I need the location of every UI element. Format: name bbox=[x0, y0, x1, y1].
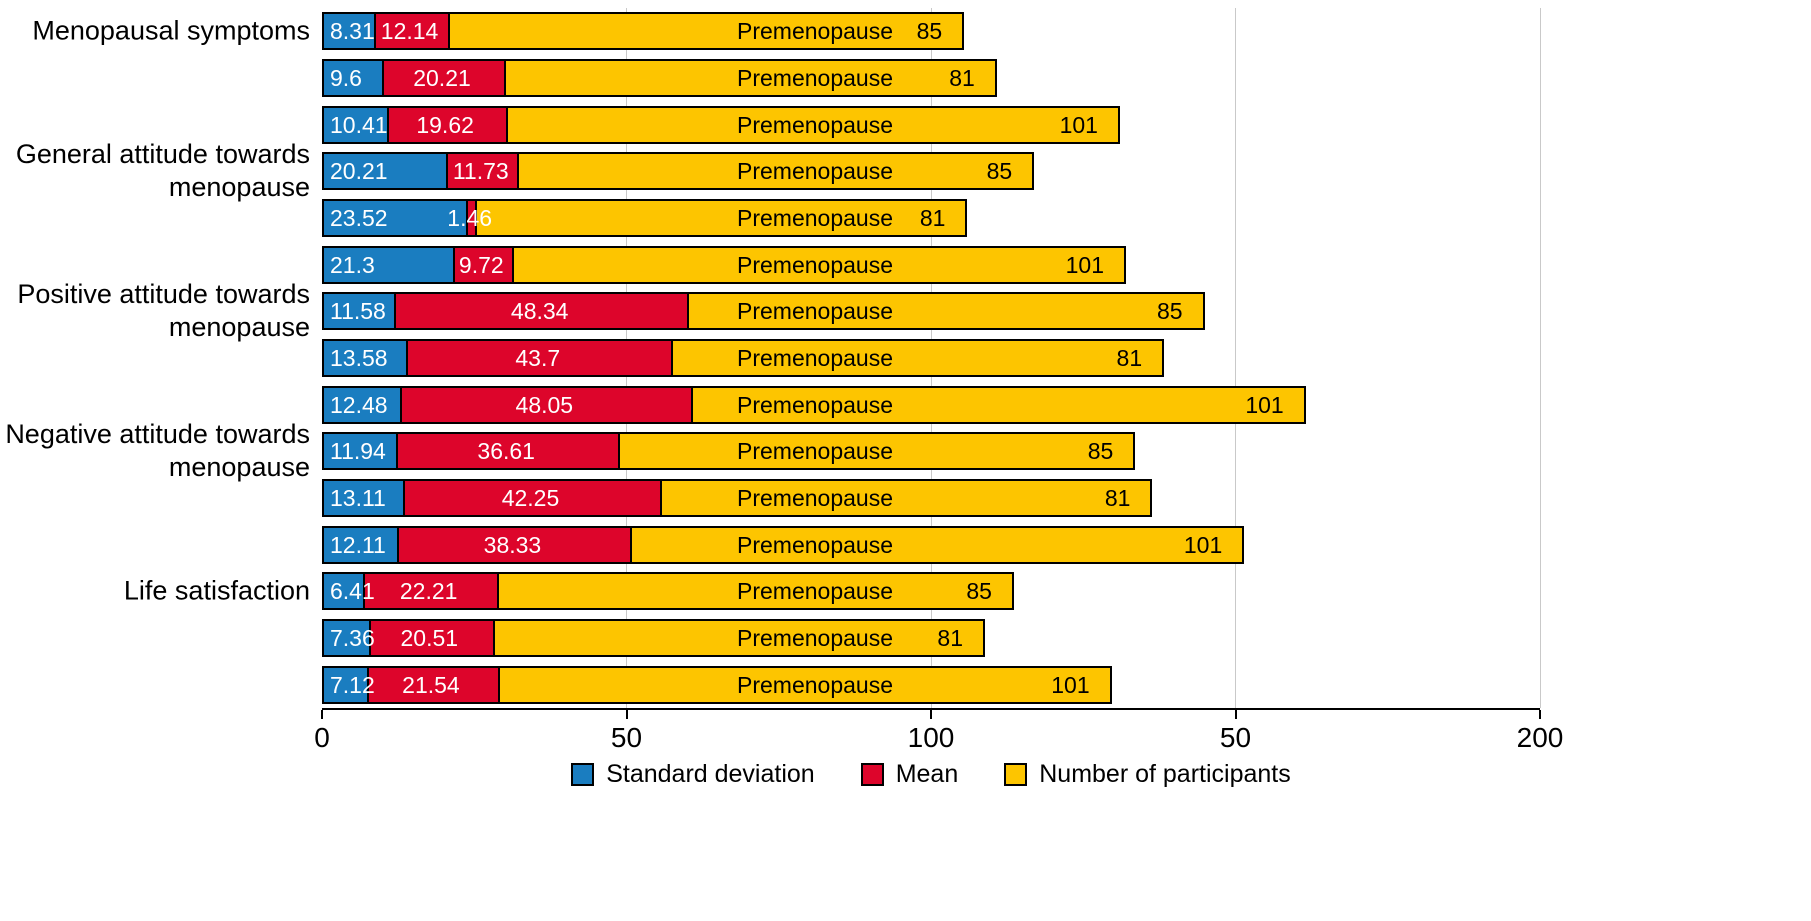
sd-segment bbox=[324, 621, 369, 655]
legend-label: Mean bbox=[895, 760, 959, 788]
participants-segment bbox=[475, 201, 966, 235]
bar-row: 23.52 1.46 Premenopause 81 bbox=[322, 199, 968, 237]
x-axis-tick bbox=[1539, 710, 1541, 719]
sd-segment bbox=[324, 527, 398, 562]
mean-segment bbox=[368, 621, 493, 655]
participants-segment bbox=[671, 341, 1163, 375]
legend-item: Number of participants bbox=[1004, 760, 1291, 789]
bar-row: 12.48 48.05 Premenopause 101 bbox=[322, 385, 1306, 424]
category-label: Life satisfaction bbox=[123, 575, 310, 606]
sd-segment bbox=[324, 667, 368, 702]
participants-segment bbox=[517, 154, 1033, 189]
x-axis-tick-label: 0 bbox=[314, 722, 330, 753]
mean-segment bbox=[466, 201, 476, 235]
mean-segment bbox=[397, 527, 630, 562]
participants-segment bbox=[691, 387, 1304, 422]
mean-segment bbox=[367, 667, 498, 702]
mean-segment bbox=[387, 107, 506, 142]
sd-segment bbox=[324, 247, 454, 282]
bar-row: 11.94 36.61 Premenopause 85 bbox=[322, 432, 1136, 471]
category-label: General attitude towards menopause bbox=[15, 139, 310, 203]
bar-row: 12.11 38.33 Premenopause 101 bbox=[322, 525, 1245, 564]
sd-segment bbox=[324, 481, 404, 515]
mean-segment bbox=[406, 341, 672, 375]
mean-segment bbox=[446, 154, 518, 189]
x-axis-tick-label: 50 bbox=[1219, 722, 1252, 753]
legend-item: Standard deviation bbox=[571, 760, 815, 789]
sd-segment bbox=[324, 434, 397, 469]
participants-segment bbox=[497, 574, 1012, 609]
sd-segment bbox=[324, 574, 363, 609]
mean-segment bbox=[399, 387, 692, 422]
mean-segment bbox=[403, 481, 660, 515]
participants-segment bbox=[511, 247, 1124, 282]
legend-swatch-icon bbox=[1004, 763, 1028, 786]
participants-segment bbox=[629, 527, 1243, 562]
mean-segment bbox=[394, 294, 688, 329]
bar-row: 8.31 12.14 Premenopause 85 bbox=[322, 12, 965, 51]
x-axis-tick-label: 50 bbox=[610, 722, 643, 753]
category-label: Negative attitude towards menopause bbox=[5, 419, 310, 483]
x-axis-tick bbox=[930, 710, 932, 719]
legend-label: Number of participants bbox=[1039, 760, 1291, 788]
legend-swatch-icon bbox=[860, 763, 884, 786]
category-label: Menopausal symptoms bbox=[32, 15, 310, 46]
x-axis-tick-label: 200 bbox=[1516, 722, 1564, 753]
participants-segment bbox=[659, 481, 1151, 515]
gridline bbox=[1539, 8, 1541, 708]
category-axis-labels: Menopausal symptoms General attitude towa… bbox=[0, 8, 310, 708]
mean-segment bbox=[374, 14, 448, 49]
bar-row: 10.41 19.62 Premenopause 101 bbox=[322, 105, 1120, 144]
legend-item: Mean bbox=[860, 760, 959, 789]
bar-row: 11.58 48.34 Premenopause 85 bbox=[322, 292, 1205, 331]
sd-segment bbox=[324, 201, 467, 235]
bar-row: 20.21 11.73 Premenopause 85 bbox=[322, 152, 1035, 191]
sd-segment bbox=[324, 387, 400, 422]
bar-row: 7.36 20.51 Premenopause 81 bbox=[322, 619, 986, 657]
bar-row: 6.41 22.21 Premenopause 85 bbox=[322, 572, 1014, 611]
bar-row: 13.58 43.7 Premenopause 81 bbox=[322, 339, 1165, 377]
participants-segment bbox=[497, 667, 1110, 702]
sd-segment bbox=[324, 154, 447, 189]
legend: Standard deviation Mean Number of particip… bbox=[322, 760, 1540, 789]
sd-segment bbox=[324, 341, 407, 375]
sd-segment bbox=[324, 14, 375, 49]
participants-segment bbox=[505, 107, 1118, 142]
x-axis-tick-label: 100 bbox=[907, 722, 955, 753]
participants-segment bbox=[618, 434, 1134, 469]
x-axis-tick bbox=[321, 710, 323, 719]
x-axis-tick bbox=[625, 710, 628, 719]
bar-row: 21.3 9.72 Premenopause 101 bbox=[322, 245, 1126, 284]
sd-segment bbox=[324, 61, 383, 95]
bar-row: 7.12 21.54 Premenopause 101 bbox=[322, 665, 1112, 704]
mean-segment bbox=[396, 434, 619, 469]
legend-label: Standard deviation bbox=[606, 760, 815, 788]
legend-swatch-icon bbox=[571, 763, 595, 786]
sd-segment bbox=[324, 294, 395, 329]
x-axis-tick bbox=[1234, 710, 1237, 719]
participants-segment bbox=[447, 14, 963, 49]
bar-row: 9.6 20.21 Premenopause 81 bbox=[322, 59, 997, 97]
participants-segment bbox=[492, 621, 983, 655]
mean-segment bbox=[453, 247, 512, 282]
mean-segment bbox=[362, 574, 498, 609]
gridline bbox=[1235, 8, 1236, 708]
bar-row: 13.11 42.25 Premenopause 81 bbox=[322, 479, 1153, 517]
mean-segment bbox=[382, 61, 505, 95]
participants-segment bbox=[504, 61, 995, 95]
sd-segment bbox=[324, 107, 388, 142]
plot-area: 8.31 12.14 Premenopause 85 9.6 20.21 Premenopa… bbox=[322, 8, 1541, 710]
category-label: Positive attitude towards menopause bbox=[17, 279, 310, 343]
participants-segment bbox=[687, 294, 1203, 329]
